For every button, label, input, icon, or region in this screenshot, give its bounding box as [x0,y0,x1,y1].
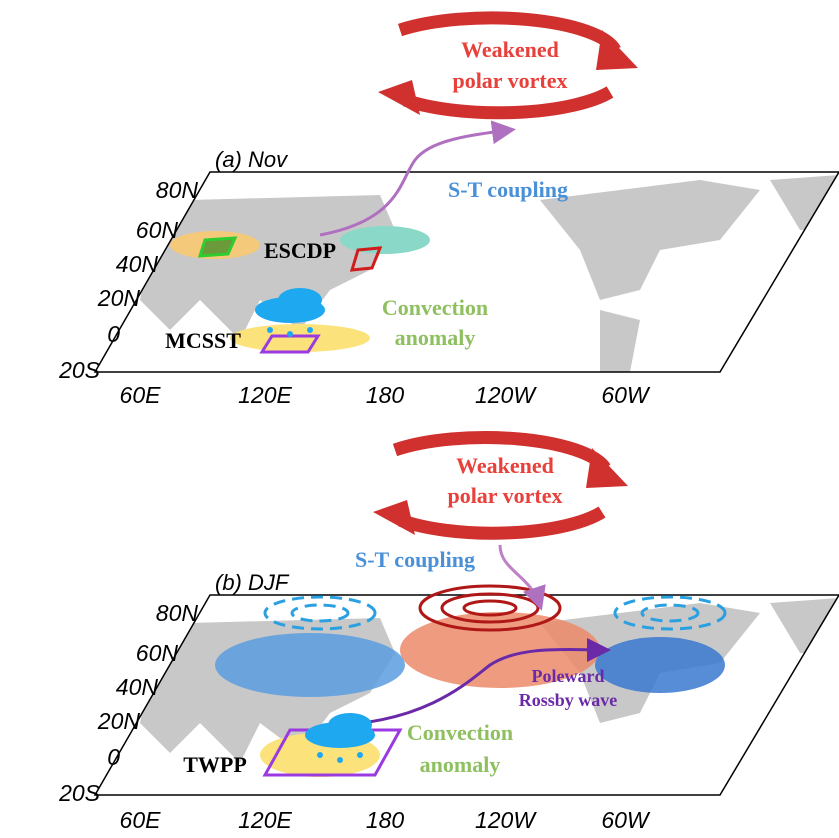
lat-label: 40N [116,251,159,277]
lat-label: 80N [156,600,199,626]
panel-title: (b) DJF [215,570,290,595]
lat-label: 40N [116,674,159,700]
lon-label: 60E [120,382,162,408]
panel-a: (a) Nov 80N 60N 40N 20N 0 20S 60E 120E 1… [58,11,839,408]
region-label: MCSST [165,328,241,353]
panel-b: (b) DJF 80N 60N 40N 20N 0 20S 60E 120E 1… [58,431,839,833]
lon-label: 60W [601,807,651,833]
vortex-arrow [378,11,638,120]
convection-label: Convection [407,720,513,745]
dashed-rings [263,595,727,631]
coupling-label: S-T coupling [448,177,568,202]
lon-label: 120E [238,807,292,833]
vortex-label: polar vortex [452,68,567,93]
region-label: ESCDP [264,238,336,263]
lon-label: 120W [475,807,537,833]
lon-label: 60W [601,382,651,408]
lon-label: 180 [366,382,405,408]
convection-label: Convection [382,295,488,320]
lat-label: 20S [58,357,101,383]
lat-label: 20N [97,708,141,734]
convection-label: anomaly [395,325,476,350]
region-label: TWPP [183,752,247,777]
lat-label: 60N [136,640,179,666]
lat-label: 20S [58,780,101,806]
lat-label: 80N [156,177,199,203]
wave-label: Poleward [532,666,605,686]
lat-label: 60N [136,217,179,243]
wave-label: Rossby wave [519,690,618,710]
vortex-arrow [373,431,628,540]
lon-label: 60E [120,807,162,833]
vortex-label: Weakened [456,453,554,478]
coupling-arrow [319,120,516,237]
vortex-label: Weakened [461,37,559,62]
lat-label: 0 [107,744,120,770]
lat-label: 20N [97,285,141,311]
lat-label: 0 [107,321,120,347]
lon-label: 180 [366,807,405,833]
cloud [305,713,375,763]
coupling-arrow [498,544,546,611]
vortex-label: polar vortex [447,483,562,508]
rossby-arrow [339,637,611,727]
panel-title: (a) Nov [215,147,289,172]
lon-label: 120W [475,382,537,408]
convection-label: anomaly [420,752,501,777]
coupling-label: S-T coupling [355,547,475,572]
cloud [255,288,325,337]
lon-label: 120E [238,382,292,408]
